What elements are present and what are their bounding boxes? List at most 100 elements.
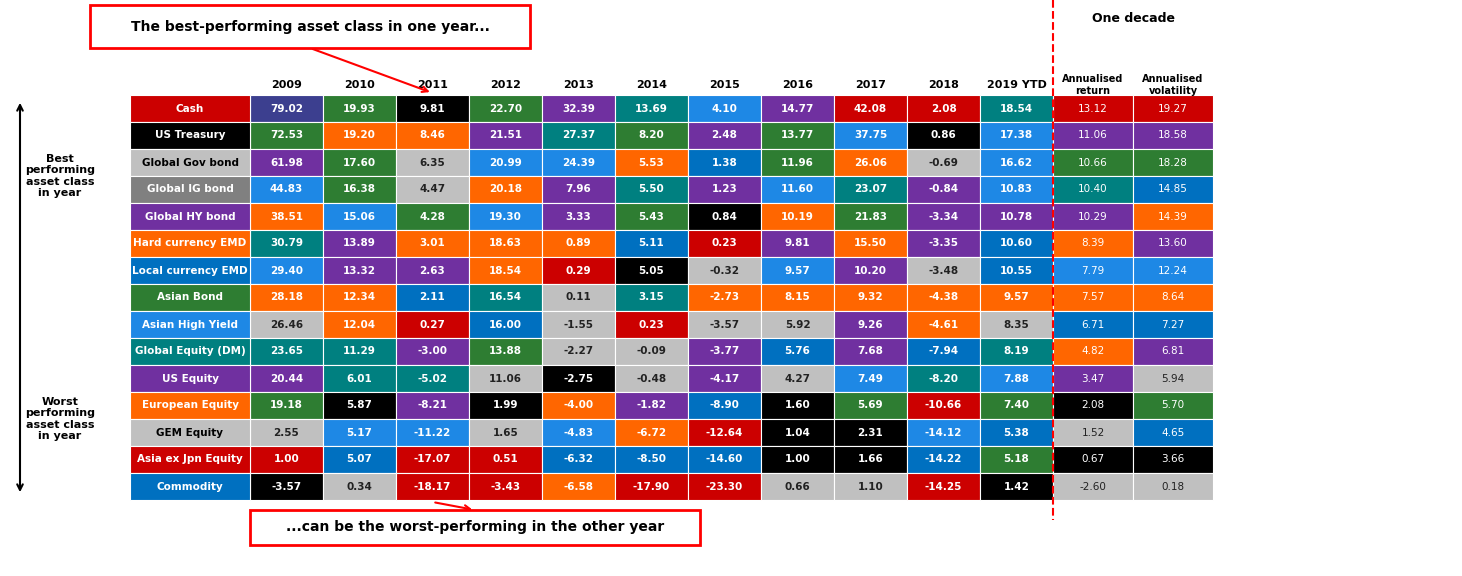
Bar (542, 203, 616, 230)
Bar (542, 392, 616, 419)
Text: 5.92: 5.92 (785, 320, 810, 329)
Text: 5.38: 5.38 (1003, 427, 1029, 438)
Text: 1.00: 1.00 (273, 454, 300, 464)
Bar (130, 230, 250, 257)
Text: Local currency EMD: Local currency EMD (132, 266, 249, 275)
Text: 4.10: 4.10 (712, 104, 737, 113)
Bar (1053, 311, 1133, 338)
Text: -14.60: -14.60 (706, 454, 743, 464)
Bar (980, 95, 1053, 122)
Text: 0.89: 0.89 (566, 238, 591, 248)
Text: 19.93: 19.93 (344, 104, 376, 113)
Text: 19.20: 19.20 (344, 131, 376, 141)
Bar (250, 203, 323, 230)
Text: 2017: 2017 (855, 80, 886, 90)
Text: 5.69: 5.69 (858, 400, 883, 411)
Text: 19.30: 19.30 (490, 211, 522, 222)
Bar (980, 338, 1053, 365)
Text: Global Gov bond: Global Gov bond (142, 157, 238, 168)
Bar (906, 230, 980, 257)
Text: 1.66: 1.66 (858, 454, 883, 464)
Bar (616, 284, 689, 311)
Bar (1053, 446, 1133, 473)
Bar (833, 446, 906, 473)
Text: -0.48: -0.48 (636, 373, 667, 384)
Text: 18.58: 18.58 (1158, 131, 1189, 141)
Bar (469, 446, 542, 473)
Bar (1133, 284, 1213, 311)
Text: 11.06: 11.06 (488, 373, 522, 384)
Text: 18.54: 18.54 (1000, 104, 1034, 113)
Bar (396, 338, 469, 365)
Bar (616, 446, 689, 473)
Text: 7.96: 7.96 (566, 184, 591, 195)
Bar (833, 392, 906, 419)
Text: 2019 YTD: 2019 YTD (987, 80, 1047, 90)
Text: 23.07: 23.07 (854, 184, 887, 195)
Text: 11.60: 11.60 (781, 184, 814, 195)
Text: 10.83: 10.83 (1000, 184, 1034, 195)
Bar (689, 95, 762, 122)
Text: 32.39: 32.39 (561, 104, 595, 113)
Text: 0.86: 0.86 (931, 131, 956, 141)
Text: -10.66: -10.66 (925, 400, 962, 411)
Bar (130, 122, 250, 149)
Text: -23.30: -23.30 (706, 482, 743, 491)
Text: 0.18: 0.18 (1161, 482, 1184, 491)
Bar (396, 149, 469, 176)
Text: -4.17: -4.17 (709, 373, 740, 384)
Bar (762, 203, 833, 230)
Text: US Equity: US Equity (161, 373, 218, 384)
Bar (980, 365, 1053, 392)
Bar (130, 284, 250, 311)
Bar (469, 365, 542, 392)
Bar (469, 149, 542, 176)
Text: Annualised
return: Annualised return (1063, 74, 1124, 96)
Text: 0.29: 0.29 (566, 266, 591, 275)
Bar (542, 419, 616, 446)
Bar (469, 122, 542, 149)
Text: 0.11: 0.11 (566, 293, 591, 302)
Text: 2.11: 2.11 (420, 293, 446, 302)
Text: 0.66: 0.66 (785, 482, 810, 491)
Text: 5.07: 5.07 (346, 454, 373, 464)
Bar (469, 284, 542, 311)
Text: -4.61: -4.61 (928, 320, 959, 329)
Text: -14.12: -14.12 (925, 427, 962, 438)
Bar (250, 122, 323, 149)
Bar (1133, 311, 1213, 338)
Text: -12.64: -12.64 (706, 427, 743, 438)
Text: 4.65: 4.65 (1161, 427, 1184, 438)
Bar (762, 419, 833, 446)
Bar (323, 257, 396, 284)
Text: 3.33: 3.33 (566, 211, 591, 222)
Bar (980, 446, 1053, 473)
Text: -3.57: -3.57 (272, 482, 301, 491)
Bar (980, 284, 1053, 311)
Bar (689, 311, 762, 338)
Bar (689, 338, 762, 365)
Bar (1053, 473, 1133, 500)
Text: 10.60: 10.60 (1000, 238, 1034, 248)
Bar (616, 365, 689, 392)
Text: 20.44: 20.44 (270, 373, 303, 384)
Text: -2.75: -2.75 (563, 373, 594, 384)
Bar (980, 122, 1053, 149)
Text: 44.83: 44.83 (270, 184, 303, 195)
Bar (833, 473, 906, 500)
Bar (689, 473, 762, 500)
Text: 4.47: 4.47 (420, 184, 446, 195)
Bar (130, 95, 250, 122)
Bar (542, 365, 616, 392)
Bar (906, 365, 980, 392)
Text: 61.98: 61.98 (270, 157, 303, 168)
Text: 5.53: 5.53 (639, 157, 664, 168)
Text: 9.32: 9.32 (858, 293, 883, 302)
Bar (616, 473, 689, 500)
Text: GEM Equity: GEM Equity (156, 427, 224, 438)
Text: 8.20: 8.20 (639, 131, 664, 141)
Text: 18.54: 18.54 (488, 266, 522, 275)
Bar (906, 95, 980, 122)
Bar (833, 149, 906, 176)
Text: -0.69: -0.69 (928, 157, 959, 168)
